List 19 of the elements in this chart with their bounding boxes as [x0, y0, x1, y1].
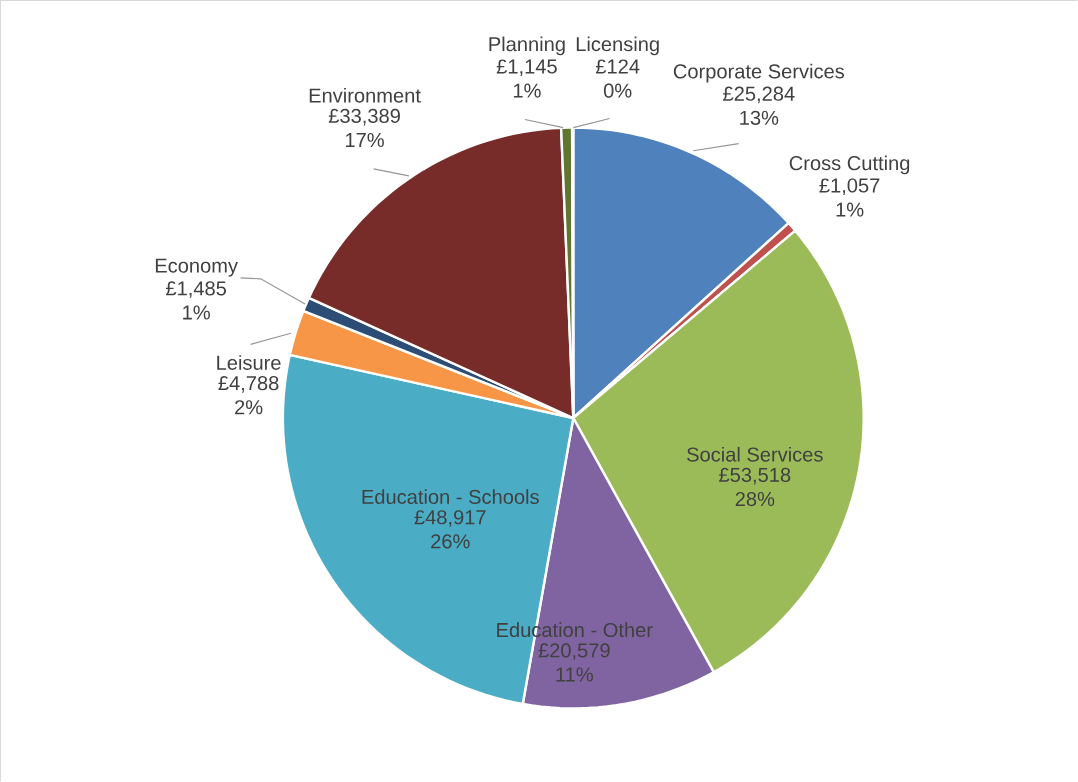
data-label: £53,518 28% — [719, 468, 791, 507]
slice-label: Environment — [309, 88, 421, 103]
slice-label: Social Services — [687, 447, 823, 462]
slice-label: Economy — [155, 258, 238, 277]
data-label: £25,284 13% — [723, 86, 795, 126]
data-label: £20,579 11% — [538, 643, 610, 682]
data-label: £124 0% — [595, 59, 640, 98]
data-label: £1,057 1% — [819, 178, 880, 217]
slice-label: Planning — [489, 36, 565, 56]
data-label: £33,389 17% — [328, 109, 400, 148]
slice-label: Corporate Services — [673, 63, 845, 83]
data-label: £4,788 2% — [218, 376, 279, 415]
slice-label: Licensing — [576, 36, 659, 56]
data-label: £48,917 26% — [414, 510, 486, 549]
data-label: £1,485 1% — [165, 281, 227, 320]
data-label: £1,145 1% — [496, 59, 557, 98]
slice-label: Leisure — [217, 355, 281, 371]
slice-label: Education - Schools — [362, 489, 539, 505]
slice-label: Cross Cutting — [789, 155, 910, 175]
